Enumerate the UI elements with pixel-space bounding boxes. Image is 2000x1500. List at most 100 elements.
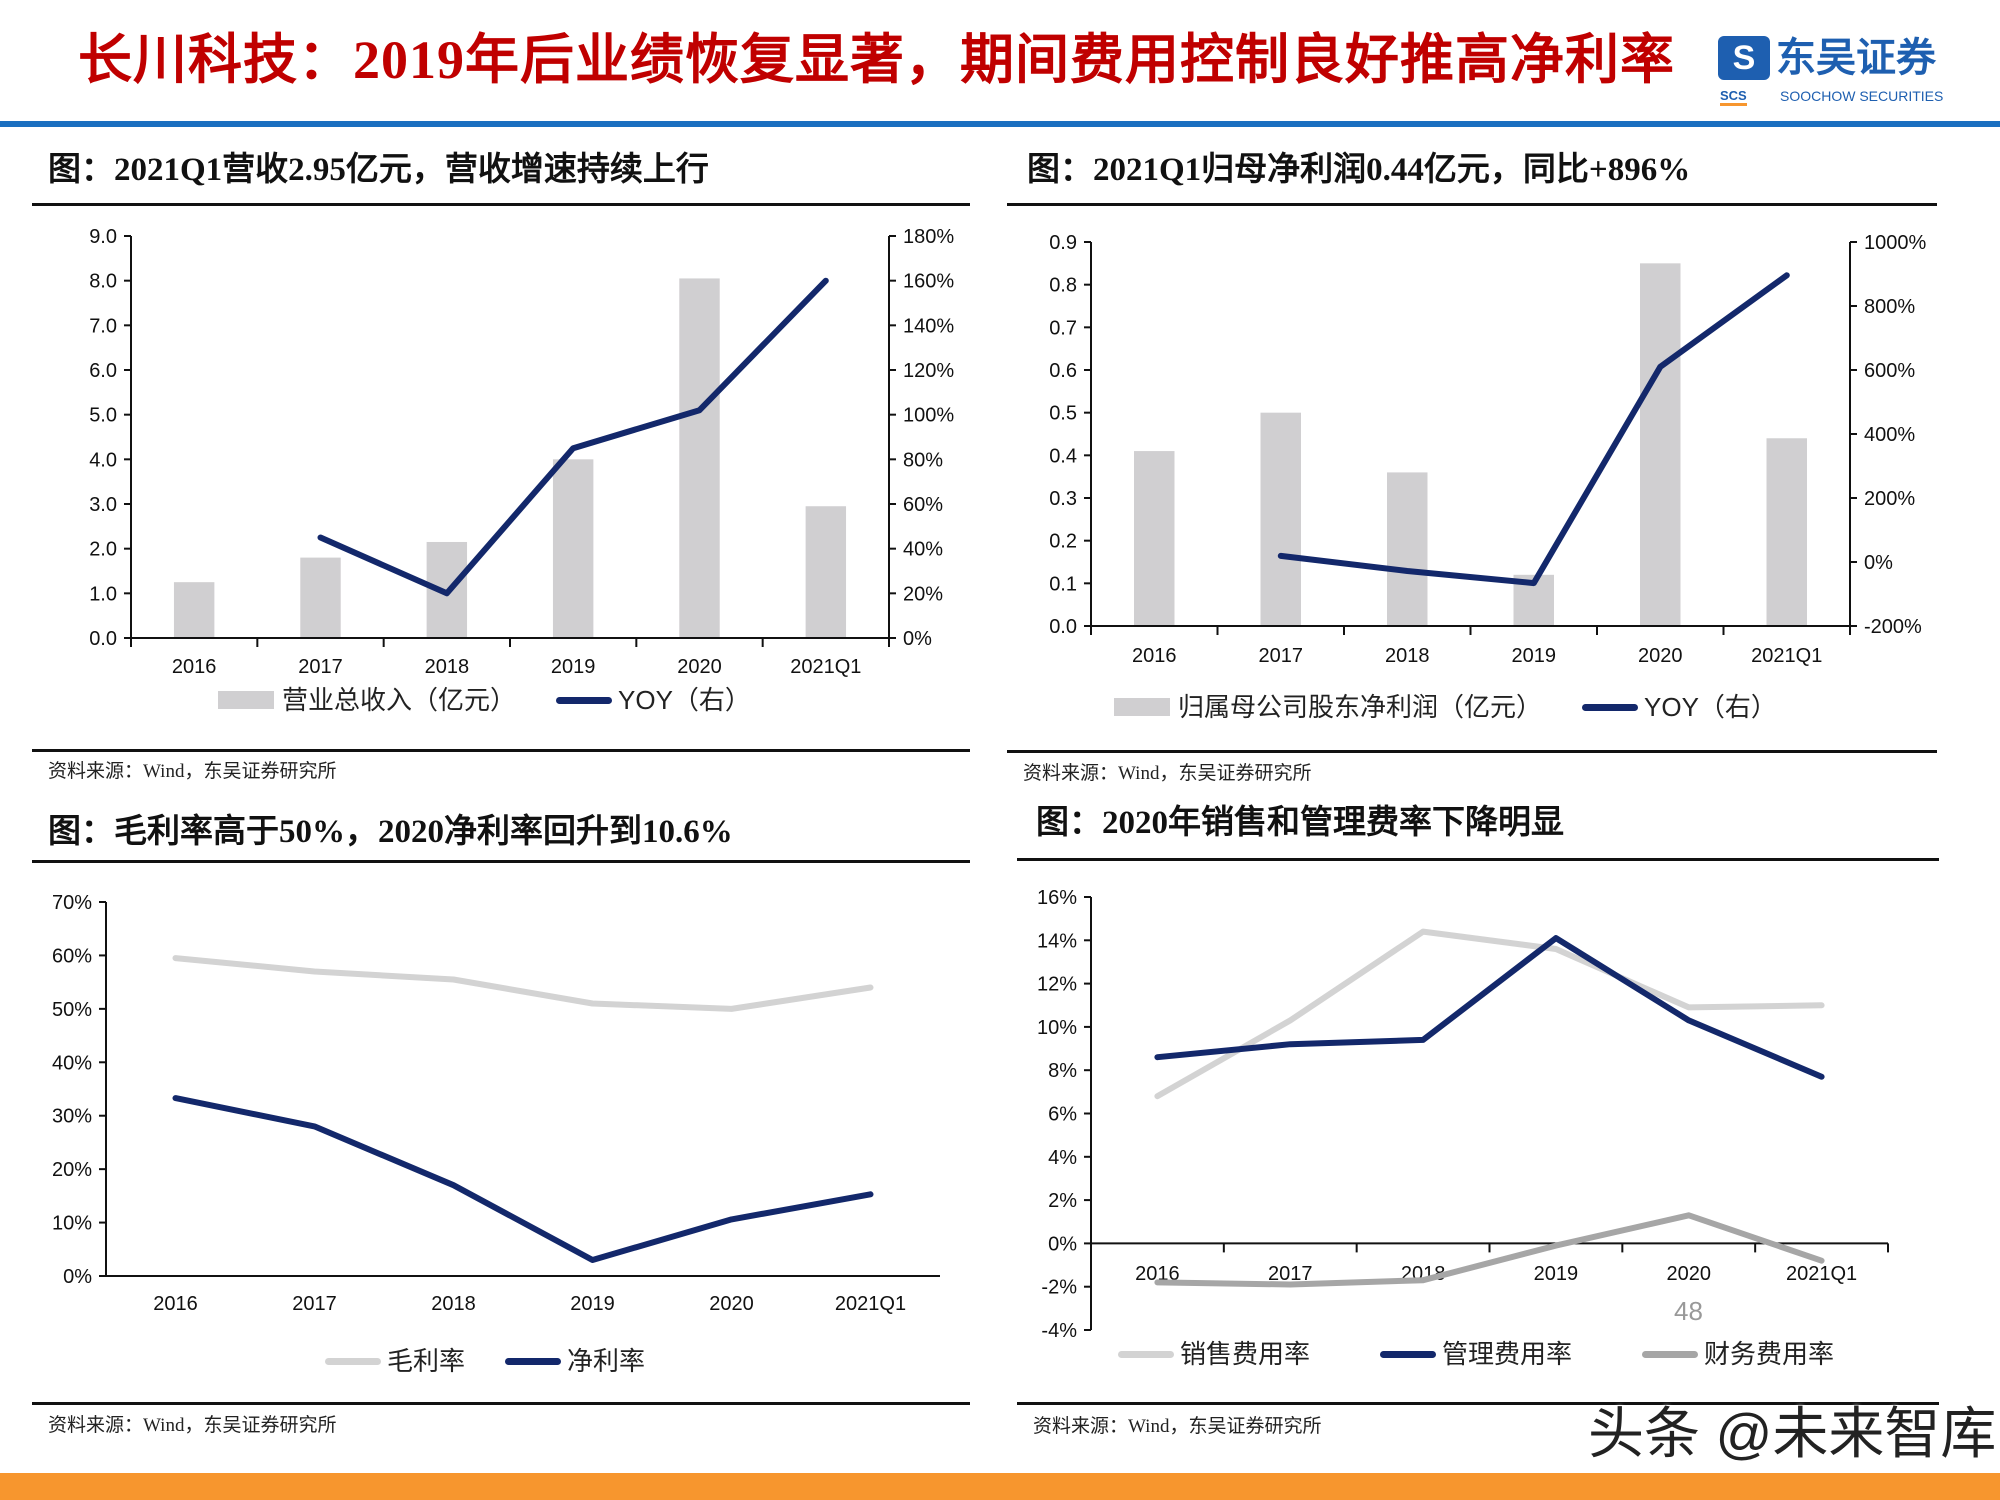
- y-tick-label-left: 0.4: [1049, 445, 1077, 467]
- logo-en-text: SOOCHOW SECURITIES: [1780, 88, 1944, 104]
- y-tick-label-left: 5.0: [89, 405, 117, 427]
- bar-2016: [1134, 451, 1175, 626]
- watermark-text: 头条 @未来智库: [1588, 1402, 1997, 1465]
- line-series-财务费用率: [1154, 1212, 1825, 1288]
- y-tick-label-left: 6%: [1048, 1104, 1077, 1126]
- y-tick-label-left: 3.0: [89, 494, 117, 516]
- y-tick-label-left: 60%: [52, 945, 92, 967]
- legend-item: YOY（右）: [556, 684, 751, 716]
- bar-2018: [426, 541, 468, 638]
- x-tick-label: 2018: [1385, 645, 1430, 667]
- bar-2020: [1640, 263, 1681, 626]
- legend-label: 营业总收入（亿元）: [282, 685, 517, 715]
- y-tick-label-left: 0.8: [1049, 275, 1077, 297]
- x-tick-label: 2017: [1259, 645, 1304, 667]
- legend-label: YOY（右）: [618, 685, 751, 715]
- y-tick-label-left: 0.5: [1049, 403, 1077, 425]
- y-tick-label-right: 800%: [1864, 296, 1915, 318]
- bar-2020: [679, 278, 720, 638]
- x-tick-label: 2021Q1: [835, 1293, 906, 1315]
- x-tick-label: 2016: [1132, 645, 1177, 667]
- bar-2019: [1513, 574, 1554, 626]
- legend-line-swatch: [325, 1357, 381, 1365]
- x-tick-label: 2020: [677, 656, 722, 678]
- y-tick-label-left: 1.0: [89, 583, 117, 605]
- x-tick-label: 2021Q1: [1786, 1263, 1857, 1285]
- y-tick-label-left: 0%: [63, 1266, 92, 1288]
- legend-bar-swatch: [1114, 698, 1170, 716]
- y-tick-label-left: 0.0: [1049, 616, 1077, 638]
- soochow-securities-logo: S 东吴证券 SCS SOOCHOW SECURITIES: [1718, 36, 1988, 112]
- x-tick-label: 2017: [298, 656, 343, 678]
- x-tick-label: 2019: [570, 1293, 615, 1315]
- y-tick-label-right: 200%: [1864, 488, 1915, 510]
- x-tick-label: 2018: [431, 1293, 476, 1315]
- legend-line-swatch: [556, 696, 613, 704]
- y-tick-label-left: 14%: [1037, 930, 1077, 952]
- panel-rule: [32, 749, 970, 752]
- panel-rule: [1017, 858, 1939, 861]
- y-tick-label-left: 0.9: [1049, 232, 1077, 254]
- y-tick-label-right: 0%: [1864, 552, 1893, 574]
- y-tick-label-right: 160%: [903, 271, 954, 293]
- y-tick-label-left: 0.7: [1049, 317, 1077, 339]
- source-note: 资料来源：Wind，东吴证券研究所: [48, 1415, 337, 1436]
- y-tick-label-left: 40%: [52, 1052, 92, 1074]
- x-tick-label: 2019: [1534, 1263, 1579, 1285]
- y-tick-label-right: 140%: [903, 315, 954, 337]
- y-tick-label-left: 0.1: [1049, 573, 1077, 595]
- y-tick-label-left: 6.0: [89, 360, 117, 382]
- x-tick-label: 2017: [1268, 1263, 1313, 1285]
- x-tick-label: 2019: [1512, 645, 1557, 667]
- y-tick-label-left: 70%: [52, 892, 92, 914]
- legend-label: 毛利率: [387, 1346, 466, 1376]
- legend-label: 归属母公司股东净利润（亿元）: [1178, 692, 1543, 722]
- bar-2017: [300, 557, 341, 638]
- legend-net-profit: 归属母公司股东净利润（亿元） YOY（右）: [1114, 691, 1817, 723]
- y-tick-label-right: 20%: [903, 583, 943, 605]
- legend-line-swatch: [1642, 1350, 1699, 1358]
- y-tick-label-left: 20%: [52, 1159, 92, 1181]
- x-tick-label: 2018: [1401, 1263, 1446, 1285]
- logo-scs-text: SCS: [1720, 88, 1747, 106]
- line-series-毛利率: [172, 955, 874, 1012]
- panel-rule: [1007, 750, 1937, 753]
- x-tick-label: 2016: [172, 656, 217, 678]
- y-tick-label-left: 0.3: [1049, 488, 1077, 510]
- page-title: 长川科技：2019年后业绩恢复显著，期间费用控制良好推高净利率: [78, 30, 1675, 90]
- y-tick-label-left: 9.0: [89, 226, 117, 248]
- legend-label: 财务费用率: [1704, 1339, 1835, 1369]
- legend-item: YOY（右）: [1582, 691, 1777, 723]
- panel-title-revenue: 图：2021Q1营收2.95亿元，营收增速持续上行: [48, 152, 709, 188]
- legend-bar-swatch: [218, 691, 274, 709]
- y-tick-label-right: 120%: [903, 360, 954, 382]
- footer-bar: [0, 1473, 2000, 1500]
- y-tick-label-left: 8%: [1048, 1060, 1077, 1082]
- y-tick-label-left: -4%: [1041, 1320, 1077, 1342]
- panel-rule: [32, 860, 970, 863]
- y-tick-label-right: 80%: [903, 449, 943, 471]
- panel-rule: [1017, 1402, 1939, 1405]
- legend-item: 管理费用率: [1380, 1338, 1572, 1370]
- legend-label: 销售费用率: [1180, 1339, 1311, 1369]
- y-tick-label-left: 30%: [52, 1106, 92, 1128]
- line-series-YOY（右）: [1277, 272, 1790, 587]
- source-note: 资料来源：Wind，东吴证券研究所: [1023, 763, 1312, 784]
- legend-line-swatch: [505, 1357, 562, 1365]
- logo-cn-text: 东吴证券: [1776, 36, 1936, 80]
- logo-icon: S: [1718, 36, 1770, 80]
- y-tick-label-right: 60%: [903, 494, 943, 516]
- legend-revenue: 营业总收入（亿元） YOY（右）: [218, 684, 791, 716]
- y-tick-label-right: 40%: [903, 539, 943, 561]
- legend-label: 净利率: [567, 1346, 646, 1376]
- y-tick-label-right: 180%: [903, 226, 954, 248]
- bar-2017: [1260, 412, 1301, 626]
- x-tick-label: 2021Q1: [790, 656, 861, 678]
- x-tick-label: 2020: [709, 1293, 754, 1315]
- page-number: 48: [1674, 1296, 1703, 1326]
- y-tick-label-left: 8.0: [89, 271, 117, 293]
- y-tick-label-left: 2%: [1048, 1190, 1077, 1212]
- y-tick-label-right: 100%: [903, 405, 954, 427]
- y-tick-label-left: 0%: [1048, 1233, 1077, 1255]
- line-series-销售费用率: [1154, 928, 1825, 1100]
